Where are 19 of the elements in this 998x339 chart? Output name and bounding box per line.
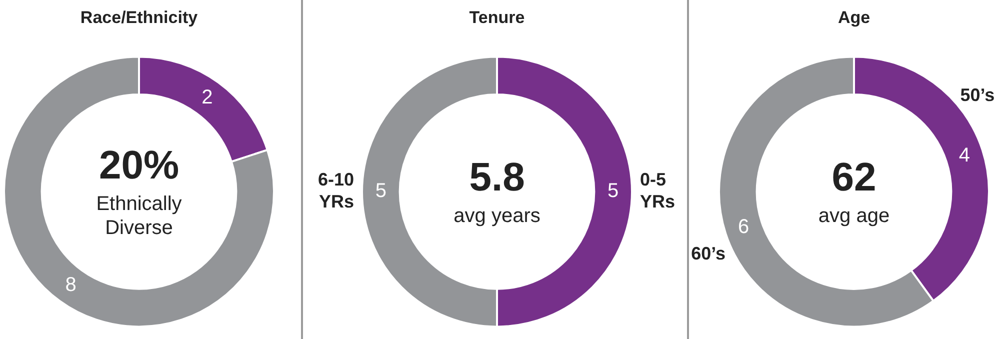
slice-label: 50’s	[960, 84, 995, 105]
data-label: 8	[65, 274, 76, 296]
chart-title: Tenure	[469, 8, 525, 27]
text: avg age	[818, 205, 890, 228]
text: avg years	[454, 205, 540, 228]
text: 20%	[98, 144, 180, 188]
slice-label: 0-5 YRs	[640, 170, 676, 212]
chart-title: Race/Ethnicity	[80, 8, 198, 27]
text: 62	[832, 156, 876, 200]
data-label: 5	[375, 180, 386, 202]
data-label: 6	[738, 216, 750, 238]
text: 5.8	[469, 156, 525, 200]
slice-label: 60’s	[691, 243, 726, 264]
chart-title: Age	[838, 8, 870, 27]
slice-label: 6-10 YRs	[318, 170, 354, 212]
data-label: 2	[202, 86, 213, 108]
data-label: 5	[608, 180, 619, 202]
text: Ethnically Diverse	[96, 193, 182, 240]
data-label: 4	[958, 144, 970, 166]
